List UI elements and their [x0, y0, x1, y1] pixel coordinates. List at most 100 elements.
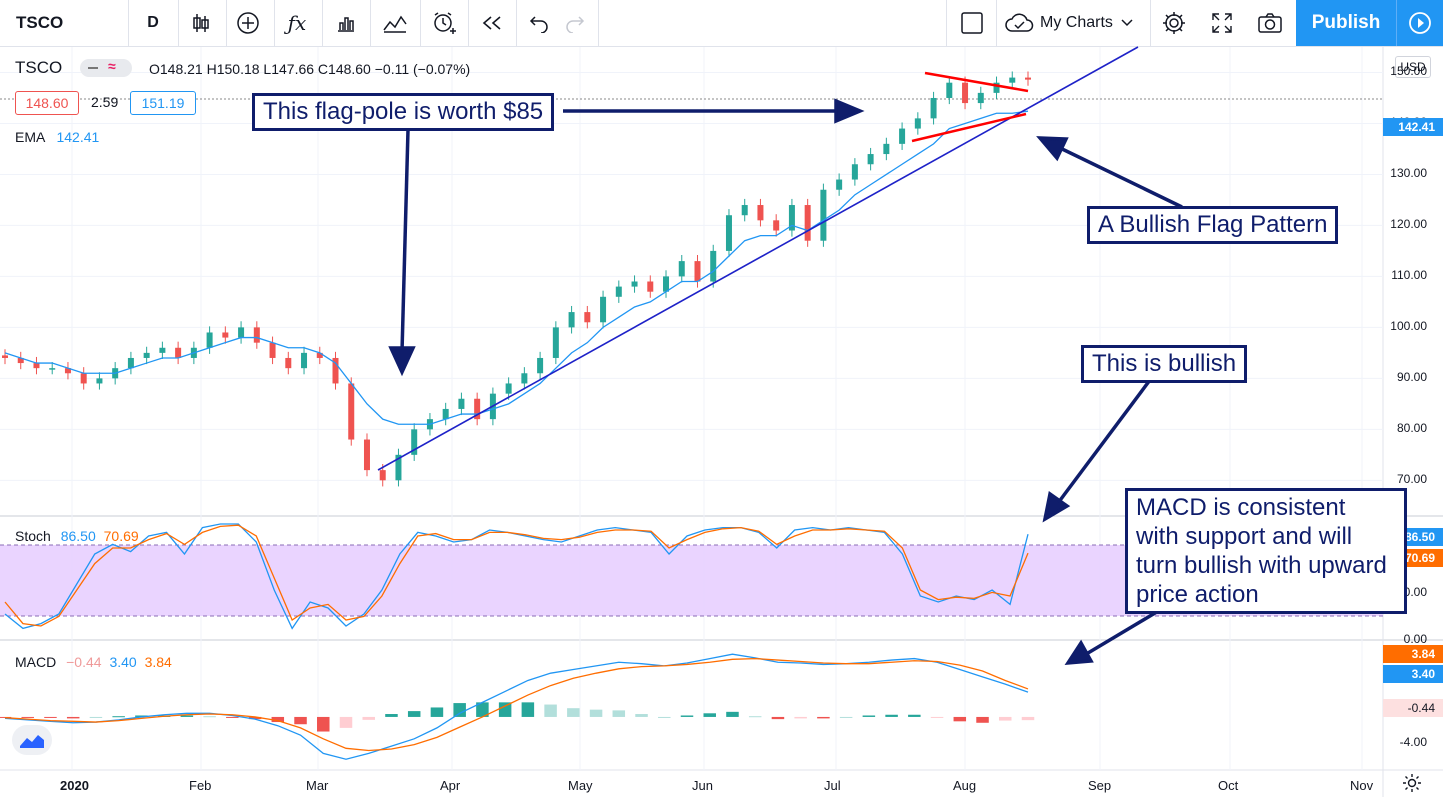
price-tick: 110.00 [1391, 268, 1427, 283]
legend-ohlc: O148.21 H150.18 L147.66 C148.60 −0.11 (−… [149, 61, 471, 77]
candle [253, 327, 260, 343]
my-charts-button[interactable]: My Charts [1004, 8, 1148, 38]
macd-histogram-bar [430, 707, 444, 717]
candles-icon[interactable] [188, 8, 214, 38]
chevron-down-icon [1121, 19, 1133, 27]
candle [238, 327, 245, 338]
macd-histogram-bar [658, 716, 671, 718]
macd-histogram-bar [612, 710, 626, 717]
candle [678, 261, 685, 277]
macd-histogram-bar [21, 716, 34, 718]
price-tick: 100.00 [1390, 319, 1427, 334]
annotation-macd-line: MACD is consistent [1136, 494, 1346, 521]
candle [458, 398, 465, 409]
macd-histogram-bar [362, 716, 375, 720]
wave-icon: ≈ [108, 58, 116, 74]
candle [175, 347, 182, 358]
macd-histogram-bar [771, 716, 785, 720]
macd-label: MACD [15, 654, 57, 670]
candle [584, 312, 591, 323]
macd-signal-tag: 3.84 [1383, 645, 1443, 663]
stoch-legend[interactable]: Stoch 86.50 70.69 [15, 528, 139, 544]
candle [725, 215, 732, 251]
stoch-zero-tick: 0.00 [1403, 632, 1427, 646]
layout-icon[interactable] [958, 8, 986, 38]
toolbar-divider [598, 0, 599, 46]
spread-value: 2.59 [91, 94, 119, 110]
candle [851, 164, 858, 180]
candle [914, 118, 921, 129]
price-tick: 120.00 [1390, 217, 1427, 232]
toolbar-divider [128, 0, 129, 46]
legend-symbol[interactable]: TSCO [15, 58, 63, 77]
candle [143, 352, 150, 358]
month-label: Sep [1088, 778, 1112, 793]
candle [788, 205, 795, 231]
add-compare-icon[interactable] [235, 8, 261, 38]
candle [804, 205, 811, 241]
grid [0, 47, 1383, 770]
legend-toggle[interactable]: ≈ [80, 58, 132, 77]
stoch-d-line [4, 524, 1029, 627]
replay-icon[interactable] [478, 8, 506, 38]
macd-histogram-bar [135, 715, 148, 717]
alert-icon[interactable] [430, 8, 458, 38]
replay-play-button[interactable] [1396, 0, 1443, 46]
macd-histogram-bar [999, 716, 1012, 721]
macd-histogram-bar [953, 716, 967, 722]
candle [442, 408, 449, 420]
tradingview-logo-icon[interactable] [12, 725, 52, 755]
fullscreen-icon[interactable] [1208, 8, 1236, 38]
bid-price-box[interactable]: 148.60 [15, 91, 79, 115]
price-tick: 90.00 [1396, 370, 1427, 385]
compare-icon[interactable] [381, 8, 409, 38]
candles [2, 71, 1031, 487]
candle [1009, 77, 1016, 83]
templates-icon[interactable] [333, 8, 359, 38]
macd-histogram-bar [89, 716, 103, 718]
macd-legend[interactable]: MACD −0.44 3.40 3.84 [15, 654, 172, 670]
macd-histogram-bar [839, 716, 853, 718]
redo-icon[interactable] [562, 8, 588, 38]
macd-hist-tag: -0.44 [1383, 699, 1443, 717]
toolbar-divider [370, 0, 371, 46]
axis-settings-gear-icon[interactable] [1401, 772, 1423, 794]
stoch-label: Stoch [15, 528, 51, 544]
annotation-macd: MACD is consistent with support and will… [1125, 488, 1407, 614]
arrow-flag [1057, 145, 1183, 209]
undo-icon[interactable] [526, 8, 552, 38]
interval-button[interactable]: D [147, 14, 159, 31]
top-toolbar: TSCO D ƒx My Charts [0, 0, 1443, 47]
camera-icon[interactable] [1256, 8, 1284, 38]
macd-histogram-bar [930, 716, 944, 718]
ask-price-box[interactable]: 151.19 [130, 91, 196, 115]
macd-histogram-bar [66, 716, 80, 719]
macd-histogram-bar [703, 713, 716, 717]
macd-histogram-bar [1021, 716, 1035, 721]
settings-gear-icon[interactable] [1160, 8, 1188, 38]
symbol-search[interactable]: TSCO [16, 13, 64, 32]
month-label: Nov [1350, 778, 1374, 793]
indicators-icon[interactable]: ƒx [287, 11, 307, 35]
toolbar-divider [1150, 0, 1151, 46]
macd-histogram-bar [521, 702, 535, 717]
ema-legend[interactable]: EMA 142.41 [15, 129, 99, 145]
macd-histogram-bar [112, 716, 125, 718]
candle [820, 189, 827, 241]
macd-histogram-bar [180, 715, 194, 717]
macd-tick: -4.00 [1399, 735, 1427, 749]
month-label: Apr [440, 778, 461, 793]
annotation-macd-line: price action [1136, 581, 1259, 608]
annotation-macd-line: turn bullish with upward [1136, 552, 1387, 579]
month-label: 2020 [60, 778, 89, 793]
arrow-head [388, 346, 416, 377]
flag-lower-line [911, 112, 1027, 143]
currency-label[interactable]: USD [1395, 56, 1431, 78]
candle [993, 82, 1000, 93]
toolbar-divider [322, 0, 323, 46]
candle [379, 470, 386, 481]
publish-button[interactable]: Publish [1296, 0, 1396, 46]
candle [411, 429, 418, 455]
macd-hist-value: −0.44 [66, 654, 102, 670]
